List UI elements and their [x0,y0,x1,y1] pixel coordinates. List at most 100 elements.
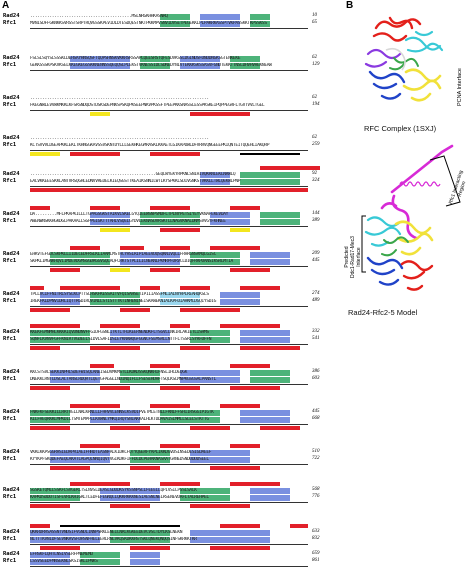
helix-bar [90,346,140,350]
conservation-shade [240,417,290,423]
panel-b-label: B [346,0,354,11]
helix-bar [210,246,260,250]
sequence-name-bottom: Rfc1 [3,376,17,382]
strand-bar [230,228,250,232]
sequence-row-top: DA.........MFLPKAPKILLLTGPAGSGKSTAIKVLSK… [30,212,229,217]
sequence-name-bottom: Rfc1 [3,298,17,304]
helix-bar [230,206,260,210]
conservation-shade [160,417,220,423]
helix-bar [30,426,70,430]
helix-bar [110,504,150,508]
sequence-name-bottom: Rfc1 [3,102,17,108]
sequence-row-top: QKKRDRRSASSNTVNDSIFVGNDLINNPSRKLENEILNRL… [30,530,183,535]
rfc-ribbon-red [372,16,422,42]
sequence-row-top: ........................................… [30,172,236,177]
sequence-row-bottom: NLTTTKVNIDFSEVNKRVSFDHSNFHELEERLRNLVKQSK… [30,537,197,542]
sequence-name-bottom: Rfc1 [3,178,17,184]
helix-bar [180,346,210,350]
sequence-name-top: Rad24 [3,291,20,297]
conservation-shade [180,377,240,383]
conservation-shade [180,488,230,494]
conservation-shade [250,259,290,265]
strand-bar [100,228,130,232]
residue-number-top: 386 [312,369,320,374]
sequence-alignment: Rad24...................................… [3,13,320,567]
residue-number-bottom: 445 [312,258,320,263]
conservation-shade [30,495,80,501]
residue-number-top: 332 [312,329,320,334]
sequence-name-bottom: Rfc1 [3,558,17,564]
helix-bar [190,504,250,508]
predicted-interface-label: Predicted Ddc1-Rad17-Mec3 Interface [344,236,362,278]
sequence-row-top: SGSKETQMLLSSKFLSVGERLTSLNVSLDEASLGDDDKSY… [30,488,197,493]
sequence-name-top: Rad24 [3,551,20,557]
helix-bar [110,426,150,430]
conservation-shade [110,330,170,336]
alignment-rule [30,266,308,267]
helix-bar [170,324,190,328]
sequence-name-bottom: Rfc1 [3,456,17,462]
helix-bar [230,268,270,272]
conservation-shade [190,330,230,336]
conservation-shade [50,259,110,265]
helix-bar [220,404,260,408]
sequence-name-top: Rad24 [3,329,20,335]
conservation-shade [110,530,170,536]
helix-bar [100,386,130,390]
conservation-shade [50,377,100,383]
alignment-rule [30,344,308,345]
helix-bar [30,346,60,350]
rfc-ribbon-green [389,57,419,71]
helix-bar [30,206,50,210]
conservation-shade [190,252,240,258]
conservation-shade [50,457,110,463]
sequence-row-bottom: EALVKKEEESKKLANTVRSQGHLEDNVVREDELKIEQSGS… [30,179,241,184]
conservation-shade [250,488,290,494]
alignment-rule [30,464,308,465]
sequence-name-bottom: Rfc1 [3,536,17,542]
conservation-shade [240,179,300,185]
sequence-name-bottom: Rfc1 [3,62,17,68]
conservation-shade [90,299,140,305]
model-helix-coils [399,181,441,187]
sequence-row-top: EHKVTEFGDCSKPKLLIIDECEDFRSLKLIAAMLMSTHCY… [30,252,217,257]
conservation-shade [40,292,80,298]
alignment-rule [30,186,308,187]
conservation-shade [260,212,300,218]
helix-bar [50,268,80,272]
helix-bar [100,324,140,328]
conservation-shade [230,63,260,69]
helix-bar [70,246,100,250]
helix-bar [70,482,130,486]
helix-bar [30,286,44,290]
helix-bar [90,364,114,368]
sequence-row-top: KKEKFEMNMHLKKKKIQVDNDNVFFGIDFGSNLITKTLTH… [30,330,209,335]
helix-bar [120,308,150,312]
conservation-shade [110,537,170,543]
conservation-shade [250,21,270,27]
conservation-shade [250,370,290,376]
sequence-row-top: ........................................… [30,136,209,141]
conservation-shade [160,292,200,298]
sequence-row-top: KKCSTSVLSEKKINPHLSDEFWISQLANEISEDVMKMSTL… [30,370,188,375]
helix-bar [160,228,200,232]
conservation-shade [130,457,170,463]
model-ribbon-magenta [380,144,454,240]
conservation-shade [30,330,90,336]
helix-bar [30,188,308,192]
sequence-name-top: Rad24 [3,487,20,493]
model-ribbon-green [381,236,409,257]
conservation-shade [90,219,130,225]
panel-a-label: A [2,0,10,11]
sequence-row-top: ........................................… [30,14,168,19]
helix-bar [160,246,190,250]
helix-bar [180,308,240,312]
helix-bar [290,524,308,528]
helix-bar [40,546,80,550]
helix-bar [220,524,260,528]
alignment-rule [30,566,308,567]
residue-number-top: 510 [312,449,320,454]
helix-bar [80,444,120,448]
alignment-rule [30,424,308,425]
residue-number-top: 92 [312,171,317,176]
